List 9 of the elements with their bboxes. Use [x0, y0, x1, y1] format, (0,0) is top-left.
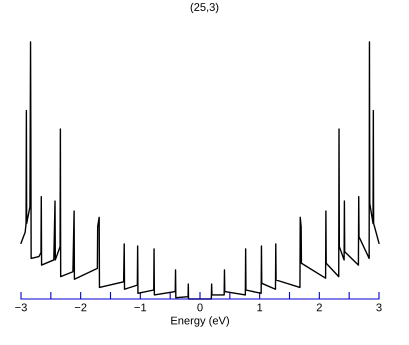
x-tick-label: 3: [376, 303, 382, 312]
x-tick-label: −3: [15, 303, 27, 312]
x-tick-label: 1: [257, 304, 262, 312]
x-axis-title: Energy (eV): [171, 316, 229, 327]
chart-title: (25,3): [190, 2, 218, 14]
x-tick-label: −2: [74, 303, 86, 312]
x-tick-label: −1: [134, 304, 146, 312]
x-tick-label: 2: [316, 303, 322, 312]
x-tick-label: 0: [197, 303, 203, 312]
